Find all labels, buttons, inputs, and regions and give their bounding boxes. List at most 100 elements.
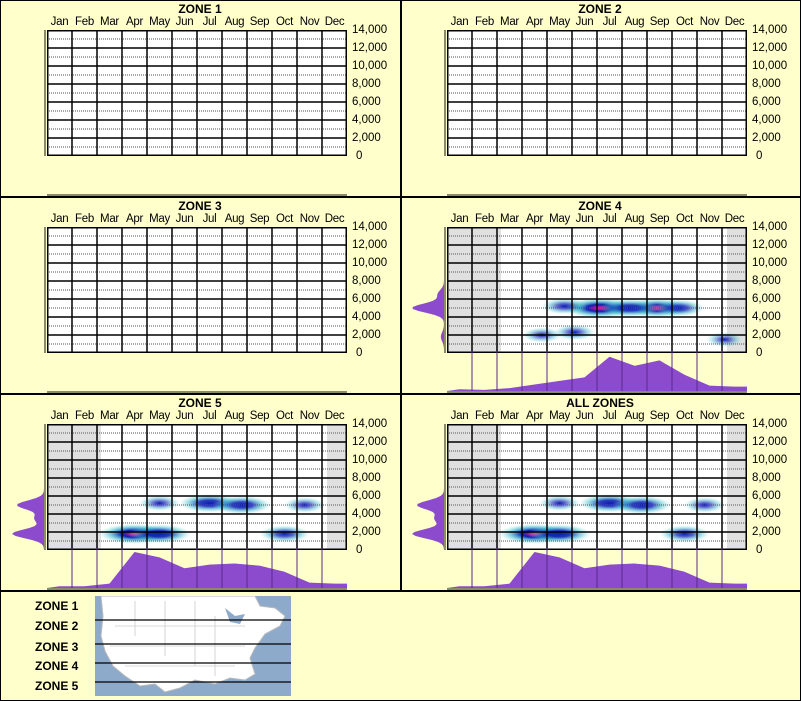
month-label: Dec [724,410,745,422]
y-tick-label: 10,000 [752,257,788,269]
month-label: Oct [676,213,693,225]
month-label: Sep [649,410,670,422]
month-profile-axis [447,194,747,196]
heatmap [447,424,747,550]
y-tick-label: 14,000 [352,418,388,430]
month-label: Jan [450,213,469,225]
y-tick-label: 0 [356,544,363,556]
month-profile-axis [447,588,747,590]
y-tick-label: 8,000 [752,472,781,484]
y-tick-label: 8,000 [352,472,381,484]
month-label: Apr [526,16,543,28]
elevation-profile-axis [444,30,446,156]
month-label: Apr [126,213,143,225]
y-tick-label: 10,000 [752,454,788,466]
y-tick-label: 6,000 [352,293,381,305]
month-label: Mar [500,213,519,225]
y-tick-label: 6,000 [752,490,781,502]
vertical-divider [400,0,402,591]
heatmap-plot [47,424,347,550]
month-label: Dec [324,16,345,28]
month-label: Jan [450,410,469,422]
month-profile-axis [47,588,347,590]
panel-title: ALL ZONES [566,396,634,410]
month-label: Jul [202,410,217,422]
month-label: Feb [475,410,494,422]
y-tick-label: 0 [756,347,763,359]
y-tick-label: 14,000 [352,24,388,36]
y-tick-label: 2,000 [752,329,781,341]
month-label: Dec [324,213,345,225]
y-tick-label: 2,000 [352,526,381,538]
month-label: Apr [126,16,143,28]
month-label: Mar [500,410,519,422]
month-label: Sep [249,410,270,422]
heatmap-plot [447,424,747,550]
month-label: Jul [602,16,617,28]
y-tick-label: 2,000 [352,329,381,341]
month-label: Jun [575,410,594,422]
panel-title: ZONE 5 [178,396,222,410]
month-label: Feb [75,213,94,225]
us-map-icon [95,596,291,693]
y-tick-label: 0 [356,150,363,162]
month-label: May [149,410,170,422]
month-label: Jan [50,410,69,422]
elevation-profile [412,424,444,550]
zone-map [95,596,291,696]
heatmap [47,424,347,550]
elevation-profile-axis [44,227,46,353]
month-label: Nov [699,410,720,422]
month-profile-axis [47,391,347,393]
month-axis: Jan Feb Mar Apr May Jun Jul Aug Sep Oct Nov Dec [447,410,747,424]
panel-title: ZONE 4 [578,199,622,213]
month-label: Oct [676,410,693,422]
month-label: Nov [299,410,320,422]
panel-title: ZONE 3 [178,199,222,213]
y-tick-label: 4,000 [352,508,381,520]
heatmap-plot [447,30,747,156]
y-tick-label: 8,000 [352,78,381,90]
month-profile [47,548,347,588]
y-tick-label: 10,000 [352,257,388,269]
y-tick-label: 14,000 [352,221,388,233]
month-label: May [149,16,170,28]
month-profile-axis [47,194,347,196]
legend-zone-3: ZONE 3 [35,640,79,654]
month-label: Dec [724,16,745,28]
y-tick-label: 4,000 [352,311,381,323]
month-label: Jun [575,213,594,225]
horizontal-divider [0,393,801,395]
month-label: Apr [526,410,543,422]
month-axis: Jan Feb Mar Apr May Jun Jul Aug Sep Oct Nov Dec [447,16,747,30]
y-tick-label: 2,000 [752,526,781,538]
month-profile [447,351,747,391]
month-label: Dec [724,213,745,225]
month-label: Jan [50,213,69,225]
chart-panel-zone4: ZONE 4 Jan Feb Mar Apr May Jun Jul Aug Sep Oct Nov D… [400,197,800,393]
legend-zone-5: ZONE 5 [35,679,79,693]
month-label: Feb [475,213,494,225]
month-label: Feb [75,410,94,422]
month-label: Jun [175,410,194,422]
month-label: Oct [276,410,293,422]
horizontal-divider [0,590,801,592]
month-label: Aug [224,16,245,28]
y-tick-label: 2,000 [752,132,781,144]
month-label: Apr [126,410,143,422]
heatmap [47,30,347,156]
legend-zone-1: ZONE 1 [35,599,79,613]
month-label: Sep [649,213,670,225]
month-label: Mar [500,16,519,28]
heatmap [447,227,747,353]
month-label: Feb [475,16,494,28]
legend-zone-2: ZONE 2 [35,619,79,633]
month-label: Aug [224,213,245,225]
month-label: Jun [175,213,194,225]
y-tick-label: 6,000 [752,96,781,108]
chart-panel-zone2: ZONE 2 Jan Feb Mar Apr May Jun Jul Aug Sep Oct Nov D… [400,0,800,196]
chart-panel-zone1: ZONE 1 Jan Feb Mar Apr May Jun Jul Aug Sep Oct Nov D… [0,0,400,196]
month-label: Oct [676,16,693,28]
y-tick-label: 4,000 [752,508,781,520]
elevation-profile-axis [44,424,46,550]
